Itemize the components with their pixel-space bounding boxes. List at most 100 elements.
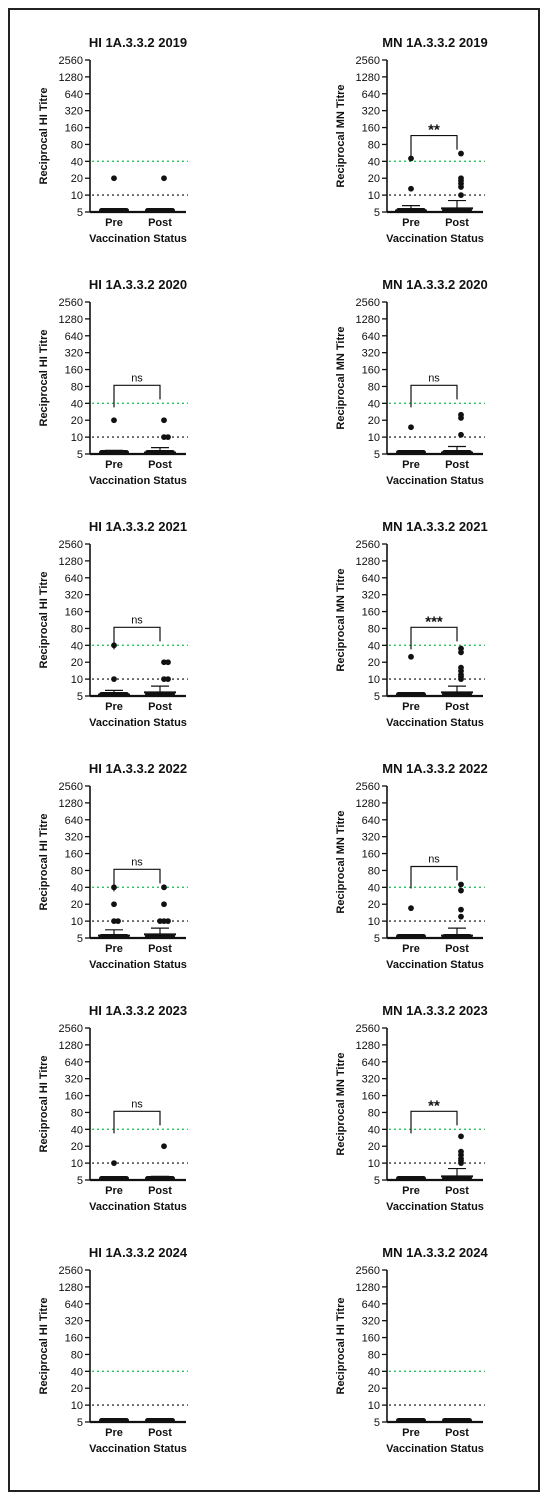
y-tick-label: 2560	[59, 297, 83, 309]
data-point	[115, 918, 121, 925]
y-tick-label: 5	[374, 933, 380, 945]
chart-panel: HI 1A.3.3.2 2021 Reciprocal HI Titre 5 10 20…	[38, 519, 188, 729]
x-axis-label: Vaccination Status	[89, 959, 187, 971]
y-tick-label: 640	[362, 815, 380, 827]
x-axis-label: Vaccination Status	[89, 1443, 187, 1455]
data-point	[111, 676, 117, 683]
data-point	[165, 434, 171, 441]
y-tick-label: 80	[368, 1349, 380, 1361]
data-point	[458, 411, 464, 418]
y-tick-label: 160	[362, 607, 380, 619]
x-category-label: Pre	[105, 459, 123, 471]
data-point	[458, 664, 464, 671]
y-axis-label: Reciprocal MN Titre	[335, 326, 347, 429]
data-point	[161, 417, 167, 424]
y-tick-label: 320	[65, 832, 83, 844]
data-point	[458, 175, 464, 182]
data-point	[161, 918, 167, 925]
x-category-label: Post	[148, 459, 172, 471]
data-point	[458, 881, 464, 888]
chart-title: MN 1A.3.3.2 2021	[382, 519, 488, 534]
y-tick-label: 10	[368, 190, 380, 202]
y-axis-label: Reciprocal MN Titre	[335, 568, 347, 671]
y-tick-label: 640	[65, 1299, 83, 1311]
y-tick-label: 640	[362, 331, 380, 343]
data-point	[408, 905, 414, 912]
data-point	[111, 175, 117, 182]
y-tick-label: 10	[71, 432, 83, 444]
data-point	[458, 192, 464, 199]
y-tick-label: 20	[368, 415, 380, 427]
y-tick-label: 20	[368, 173, 380, 185]
y-tick-label: 80	[71, 1349, 83, 1361]
y-tick-label: 1280	[356, 556, 380, 568]
y-tick-label: 20	[71, 657, 83, 669]
x-category-label: Pre	[105, 1427, 123, 1439]
y-axis-label: Reciprocal HI Titre	[38, 1056, 50, 1153]
y-tick-label: 5	[374, 207, 380, 219]
x-axis-label: Vaccination Status	[89, 475, 187, 487]
x-category-label: Post	[148, 1427, 172, 1439]
x-category-label: Pre	[402, 217, 420, 229]
data-point	[458, 913, 464, 920]
significance-label: ns	[131, 856, 143, 868]
y-tick-label: 2560	[59, 1265, 83, 1277]
data-point	[408, 424, 414, 431]
data-point	[161, 1143, 167, 1150]
y-tick-label: 2560	[356, 55, 380, 67]
data-point	[408, 155, 414, 162]
y-tick-label: 5	[77, 1417, 83, 1429]
chart-panel: HI 1A.3.3.2 2024 Reciprocal HI Titre 5 10 20…	[38, 1245, 188, 1455]
y-tick-label: 1280	[356, 1040, 380, 1052]
data-point	[157, 918, 163, 925]
data-point	[161, 901, 167, 908]
y-tick-label: 160	[65, 849, 83, 861]
x-category-label: Post	[445, 1427, 469, 1439]
y-tick-label: 5	[374, 449, 380, 461]
y-tick-label: 40	[368, 1366, 380, 1378]
y-tick-label: 5	[374, 1175, 380, 1187]
y-tick-label: 80	[368, 1107, 380, 1119]
x-category-label: Post	[148, 701, 172, 713]
y-tick-label: 40	[71, 1124, 83, 1136]
y-tick-label: 160	[362, 1333, 380, 1345]
y-tick-label: 2560	[59, 781, 83, 793]
y-tick-label: 1280	[356, 1282, 380, 1294]
x-axis-label: Vaccination Status	[386, 475, 484, 487]
y-tick-label: 10	[71, 674, 83, 686]
y-tick-label: 40	[368, 882, 380, 894]
y-axis-label: Reciprocal MN Titre	[335, 84, 347, 187]
x-category-label: Pre	[105, 217, 123, 229]
y-tick-label: 5	[77, 207, 83, 219]
x-category-label: Pre	[105, 1185, 123, 1197]
y-tick-label: 10	[71, 1158, 83, 1170]
y-tick-label: 640	[362, 1057, 380, 1069]
chart-title: MN 1A.3.3.2 2022	[382, 761, 488, 776]
x-category-label: Post	[445, 943, 469, 955]
y-tick-label: 20	[71, 415, 83, 427]
y-tick-label: 2560	[59, 539, 83, 551]
significance-bracket	[410, 134, 458, 158]
data-point	[111, 1160, 117, 1167]
y-tick-label: 640	[362, 573, 380, 585]
y-axis-label: Reciprocal MN Titre	[335, 1052, 347, 1155]
y-tick-label: 10	[71, 916, 83, 928]
y-tick-label: 2560	[356, 781, 380, 793]
significance-label: ***	[425, 613, 443, 630]
y-tick-label: 2560	[59, 1023, 83, 1035]
significance-label: **	[428, 1097, 440, 1114]
y-tick-label: 20	[71, 899, 83, 911]
y-tick-label: 160	[362, 1091, 380, 1103]
chart-title: MN 1A.3.3.2 2023	[382, 1003, 488, 1018]
y-tick-label: 5	[77, 449, 83, 461]
chart-title: HI 1A.3.3.2 2020	[89, 277, 187, 292]
y-tick-label: 1280	[59, 314, 83, 326]
x-category-label: Pre	[402, 459, 420, 471]
y-tick-label: 20	[368, 1141, 380, 1153]
y-tick-label: 5	[77, 933, 83, 945]
y-tick-label: 10	[368, 432, 380, 444]
x-category-label: Post	[445, 459, 469, 471]
y-tick-label: 1280	[59, 798, 83, 810]
y-tick-label: 1280	[59, 1040, 83, 1052]
